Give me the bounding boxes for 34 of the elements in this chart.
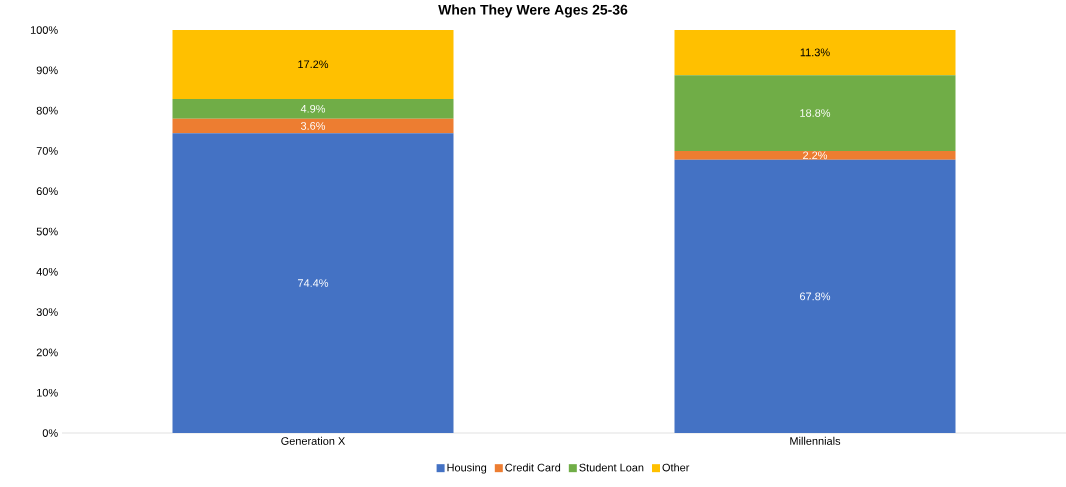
y-tick-label: 90%	[36, 66, 58, 75]
bar	[674, 150, 956, 160]
data-label: 67.8%	[800, 292, 831, 301]
x-tick-label: Millennials	[790, 436, 841, 445]
y-tick-label: 100%	[30, 26, 58, 34]
bar	[172, 98, 454, 119]
y-tick-label: 30%	[36, 308, 58, 316]
y-tick-label: 20%	[36, 348, 58, 357]
data-label: 2.2%	[803, 151, 828, 160]
data-label: 18.8%	[800, 109, 831, 117]
data-label: 74.4%	[298, 279, 329, 287]
x-tick-label: Generation X	[281, 436, 346, 445]
legend-label: Housing	[447, 463, 487, 474]
legend-label: Student Loan	[579, 463, 644, 472]
data-label: 11.3%	[800, 48, 830, 57]
y-tick-label: 70%	[36, 147, 58, 155]
bar	[172, 30, 454, 99]
bar	[172, 118, 454, 134]
legend-label: Credit Card	[505, 463, 561, 472]
bar	[674, 75, 956, 151]
data-label: 17.2%	[298, 60, 329, 69]
bar	[674, 159, 956, 433]
legend-label: Other	[662, 463, 690, 472]
y-tick-label: 80%	[36, 106, 58, 115]
data-label: 4.9%	[300, 104, 326, 113]
y-tick-label: 60%	[36, 187, 58, 196]
y-tick-label: 50%	[36, 227, 58, 236]
y-tick-label: 10%	[37, 388, 58, 397]
bar	[674, 30, 956, 76]
bar	[172, 133, 454, 433]
y-tick-label: 0%	[42, 429, 58, 437]
data-label: 3.6%	[300, 122, 326, 130]
y-tick-label: 40%	[36, 267, 58, 276]
chart-title: When They Were Ages 25-36	[438, 4, 628, 18]
